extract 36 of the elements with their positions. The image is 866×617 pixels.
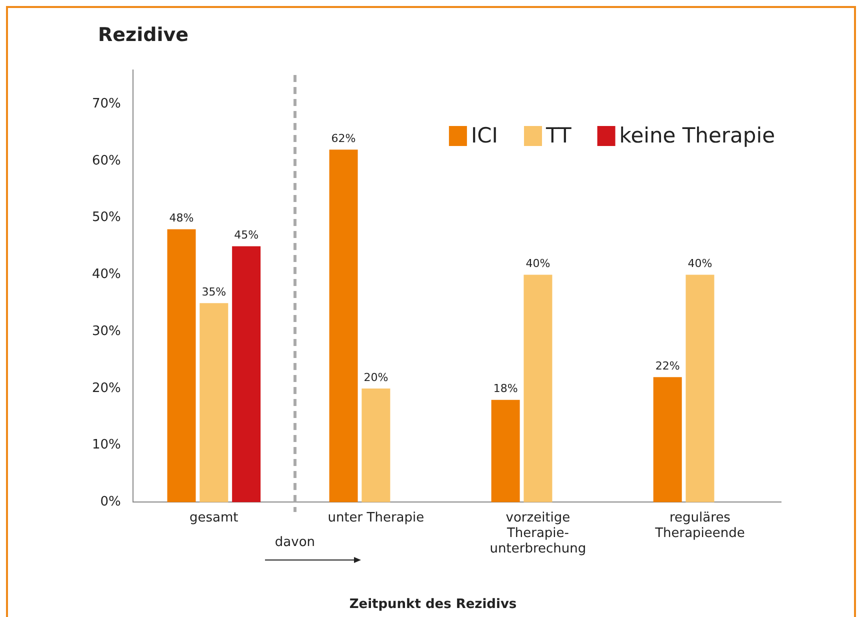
bar xyxy=(524,274,552,502)
data-label: 20% xyxy=(364,370,388,384)
y-tick-label: 10% xyxy=(92,438,121,453)
x-tick-label: reguläres Therapieende xyxy=(654,510,745,541)
bar xyxy=(686,274,714,502)
x-tick-label: unter Therapie xyxy=(328,510,424,526)
y-tick-label: 70% xyxy=(92,96,121,112)
text: davon xyxy=(274,535,316,550)
bar xyxy=(653,377,682,502)
y-tick-label: 60% xyxy=(92,153,121,168)
y-tick-label: 30% xyxy=(92,324,121,339)
x-axis-title: Zeitpunkt des Rezidivs xyxy=(348,597,518,612)
data-label: 35% xyxy=(202,286,226,299)
bar xyxy=(362,388,390,502)
bar xyxy=(491,400,520,502)
data-label: 62% xyxy=(331,132,356,145)
legend-label: keine Therapie xyxy=(619,123,776,148)
y-tick-label: 0% xyxy=(100,494,121,510)
data-label: 40% xyxy=(688,257,712,270)
bar xyxy=(232,246,261,502)
bar xyxy=(329,150,358,502)
data-label: 40% xyxy=(526,257,550,270)
data-label: 45% xyxy=(234,228,259,242)
bar xyxy=(167,229,196,502)
y-tick-label: 20% xyxy=(92,380,121,396)
data-label: 18% xyxy=(493,382,518,396)
y-tick-label: 40% xyxy=(92,267,121,282)
y-tick-label: 50% xyxy=(92,210,121,226)
data-label: 48% xyxy=(169,212,194,225)
x-tick-label: vorzeitige Therapie- unterbrechung xyxy=(490,510,586,557)
x-tick-label: gesamt xyxy=(190,510,238,526)
legend-label: TT xyxy=(545,123,572,148)
legend-label: ICI xyxy=(470,123,498,148)
bar xyxy=(200,303,228,502)
data-label: 22% xyxy=(655,359,680,372)
chart-title: Rezidive xyxy=(98,24,188,46)
